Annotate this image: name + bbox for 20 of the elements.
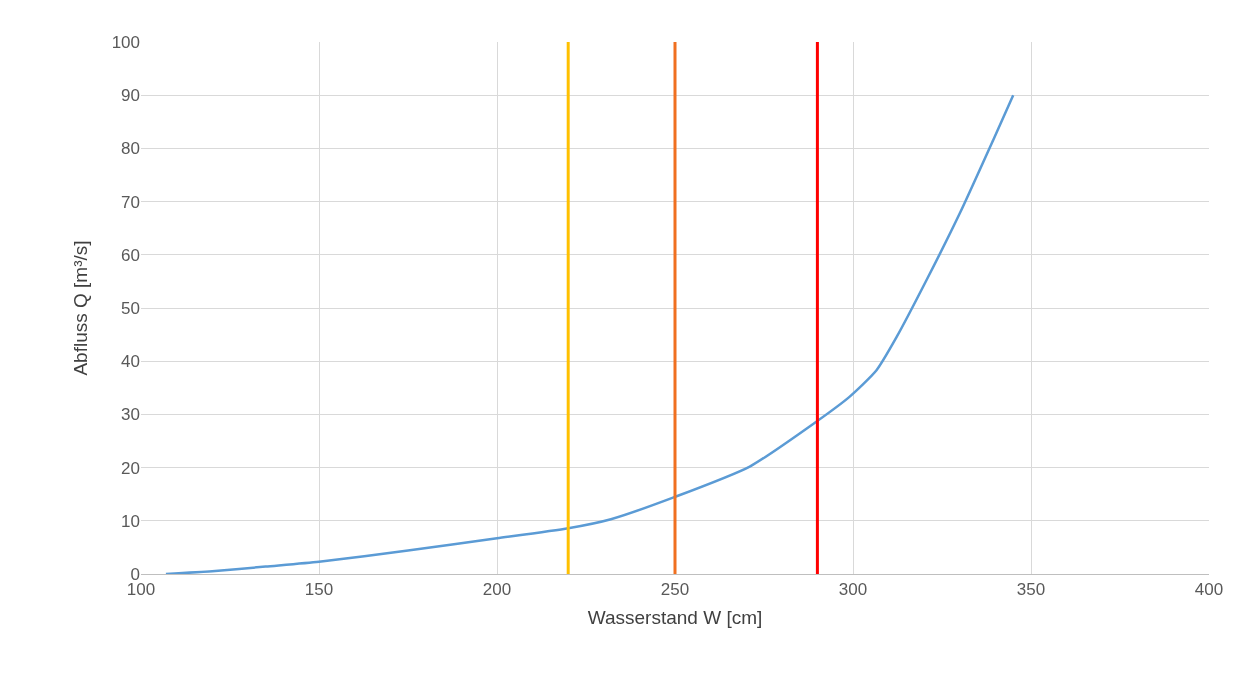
x-tick-label: 250 <box>660 580 690 600</box>
x-tick-label: 350 <box>1016 580 1046 600</box>
y-tick-label: 50 <box>121 298 140 318</box>
y-tick-label: 30 <box>121 405 140 425</box>
line-series <box>164 93 1015 574</box>
y-tick-label: 40 <box>121 352 140 372</box>
y-tick-label: 10 <box>121 511 140 531</box>
x-axis-title: Wasserstand W [cm] <box>587 607 763 629</box>
x-tick-label: 400 <box>1194 580 1224 600</box>
y-tick-label: 0 <box>130 564 140 584</box>
y-tick-label: 70 <box>121 192 140 212</box>
y-axis-title: Abfluss Q [m³/s] <box>70 240 92 376</box>
y-tick-label: 100 <box>111 32 140 52</box>
y-tick-label: 80 <box>121 139 140 159</box>
x-tick-label: 200 <box>482 580 512 600</box>
x-tick-label: 300 <box>838 580 868 600</box>
y-tick-label: 60 <box>121 245 140 265</box>
y-tick-label: 90 <box>121 86 140 106</box>
x-tick-label: 150 <box>304 580 334 600</box>
y-tick-label: 20 <box>121 458 140 478</box>
